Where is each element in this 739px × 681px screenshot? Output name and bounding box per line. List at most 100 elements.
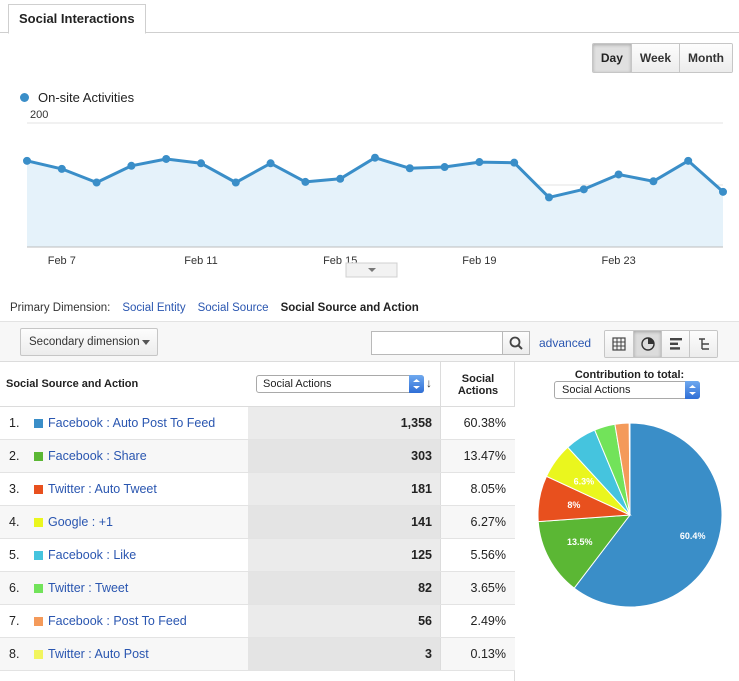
row-dimension-link[interactable]: Facebook : Post To Feed: [48, 614, 187, 628]
row-percent: 0.13%: [440, 638, 515, 670]
row-dimension-link[interactable]: Facebook : Share: [48, 449, 147, 463]
select-stepper-icon: [685, 381, 700, 399]
table-header: Social Source and Action Social Actions …: [0, 362, 515, 407]
dimension-column-header[interactable]: Social Source and Action: [6, 378, 139, 390]
table-body: 1. Facebook : Auto Post To Feed 1,358 60.38…: [0, 407, 515, 671]
table-row: 8. Twitter : Auto Post 3 0.13%: [0, 638, 515, 671]
table-toolbar: Secondary dimension advanced: [0, 321, 739, 362]
tab-social-interactions[interactable]: Social Interactions: [8, 4, 146, 34]
data-point[interactable]: [719, 187, 727, 196]
period-toggle: Day Week Month: [591, 43, 733, 73]
select-stepper-icon: [409, 375, 424, 393]
metric-column-header[interactable]: Social Actions: [440, 362, 515, 407]
row-value: 3: [248, 638, 440, 670]
month-button[interactable]: Month: [679, 44, 732, 72]
row-value: 125: [248, 539, 440, 571]
row-value: 141: [248, 506, 440, 538]
data-point[interactable]: [162, 154, 171, 163]
row-value: 1,358: [248, 407, 440, 439]
y-tick-label: 200: [30, 110, 48, 121]
secondary-dimension-dropdown[interactable]: Secondary dimension: [20, 328, 158, 356]
row-color-swatch: [34, 518, 43, 527]
secondary-dimension-label: Secondary dimension: [29, 336, 140, 348]
pivot-view-button[interactable]: [689, 331, 717, 357]
row-value: 56: [248, 605, 440, 637]
data-point[interactable]: [301, 177, 310, 186]
row-color-swatch: [34, 452, 43, 461]
row-color-swatch: [34, 551, 43, 560]
data-point[interactable]: [440, 163, 449, 172]
data-point[interactable]: [579, 185, 588, 194]
data-point[interactable]: [266, 159, 275, 168]
data-point[interactable]: [371, 153, 379, 162]
chart-legend: On-site Activities: [20, 90, 134, 105]
x-tick-label: Feb 7: [48, 255, 76, 267]
data-point[interactable]: [197, 159, 205, 168]
pie-slice[interactable]: [628, 422, 631, 516]
performance-view-button[interactable]: [661, 331, 689, 357]
table-row: 2. Facebook : Share 303 13.47%: [0, 440, 515, 473]
row-dimension-link[interactable]: Facebook : Auto Post To Feed: [48, 416, 216, 430]
data-point[interactable]: [649, 177, 658, 186]
grid-icon: [612, 337, 626, 351]
row-value: 181: [248, 473, 440, 505]
pie-slice[interactable]: [537, 514, 632, 589]
table-row: 3. Twitter : Auto Tweet 181 8.05%: [0, 473, 515, 506]
x-tick-label: Feb 11: [184, 255, 217, 267]
pie-slice-label: 6.3%: [574, 476, 595, 486]
row-color-swatch: [34, 485, 43, 494]
row-index: 8.: [9, 647, 20, 661]
data-point[interactable]: [23, 156, 31, 165]
data-point[interactable]: [545, 193, 553, 202]
dimension-social-entity[interactable]: Social Entity: [122, 302, 186, 314]
data-point[interactable]: [92, 178, 101, 187]
data-point[interactable]: [475, 158, 484, 167]
pie-metric-select-label: Social Actions: [562, 384, 631, 396]
primary-dimension-label: Primary Dimension:: [10, 302, 111, 314]
row-value: 82: [248, 572, 440, 604]
view-switcher: [604, 330, 718, 358]
sort-descending-icon[interactable]: ↓: [426, 376, 432, 390]
data-point[interactable]: [57, 164, 66, 173]
search-button[interactable]: [502, 331, 530, 355]
primary-dimension-bar: Primary Dimension: Social Entity Social …: [10, 302, 419, 314]
row-dimension-link[interactable]: Twitter : Auto Post: [48, 647, 149, 661]
search-icon: [509, 336, 523, 350]
row-color-swatch: [34, 584, 43, 593]
row-dimension-link[interactable]: Google : +1: [48, 515, 113, 529]
row-dimension-link[interactable]: Facebook : Like: [48, 548, 137, 562]
metric-select[interactable]: Social Actions: [256, 375, 424, 393]
dimension-social-source-and-action[interactable]: Social Source and Action: [280, 302, 419, 314]
search-input[interactable]: [371, 331, 503, 355]
row-dimension-link[interactable]: Twitter : Auto Tweet: [48, 482, 157, 496]
pie-view-button[interactable]: [633, 331, 661, 357]
day-button[interactable]: Day: [592, 44, 631, 72]
row-dimension-link[interactable]: Twitter : Tweet: [48, 581, 129, 595]
advanced-link[interactable]: advanced: [539, 336, 592, 350]
data-point[interactable]: [684, 156, 693, 165]
data-point[interactable]: [127, 161, 136, 170]
row-percent: 8.05%: [440, 473, 515, 505]
pie-metric-select[interactable]: Social Actions: [554, 381, 700, 399]
data-point[interactable]: [405, 164, 414, 173]
row-percent: 2.49%: [440, 605, 515, 637]
row-percent: 13.47%: [440, 440, 515, 472]
data-point[interactable]: [231, 178, 240, 187]
data-point[interactable]: [510, 158, 519, 167]
data-point[interactable]: [336, 174, 345, 183]
table-view-button[interactable]: [605, 331, 633, 357]
legend-dot-icon: [20, 93, 29, 102]
dimension-social-source[interactable]: Social Source: [197, 302, 269, 314]
row-percent: 3.65%: [440, 572, 515, 604]
data-point[interactable]: [614, 170, 623, 179]
pie-slice[interactable]: [573, 422, 723, 608]
week-button[interactable]: Week: [630, 44, 680, 72]
row-index: 6.: [9, 581, 20, 595]
series-area: [27, 157, 723, 247]
legend-label: On-site Activities: [38, 90, 135, 105]
table-row: 7. Facebook : Post To Feed 56 2.49%: [0, 605, 515, 638]
pie-slice-label: 8%: [567, 500, 580, 510]
table-row: 6. Twitter : Tweet 82 3.65%: [0, 572, 515, 605]
x-tick-label: Feb 19: [462, 255, 496, 267]
